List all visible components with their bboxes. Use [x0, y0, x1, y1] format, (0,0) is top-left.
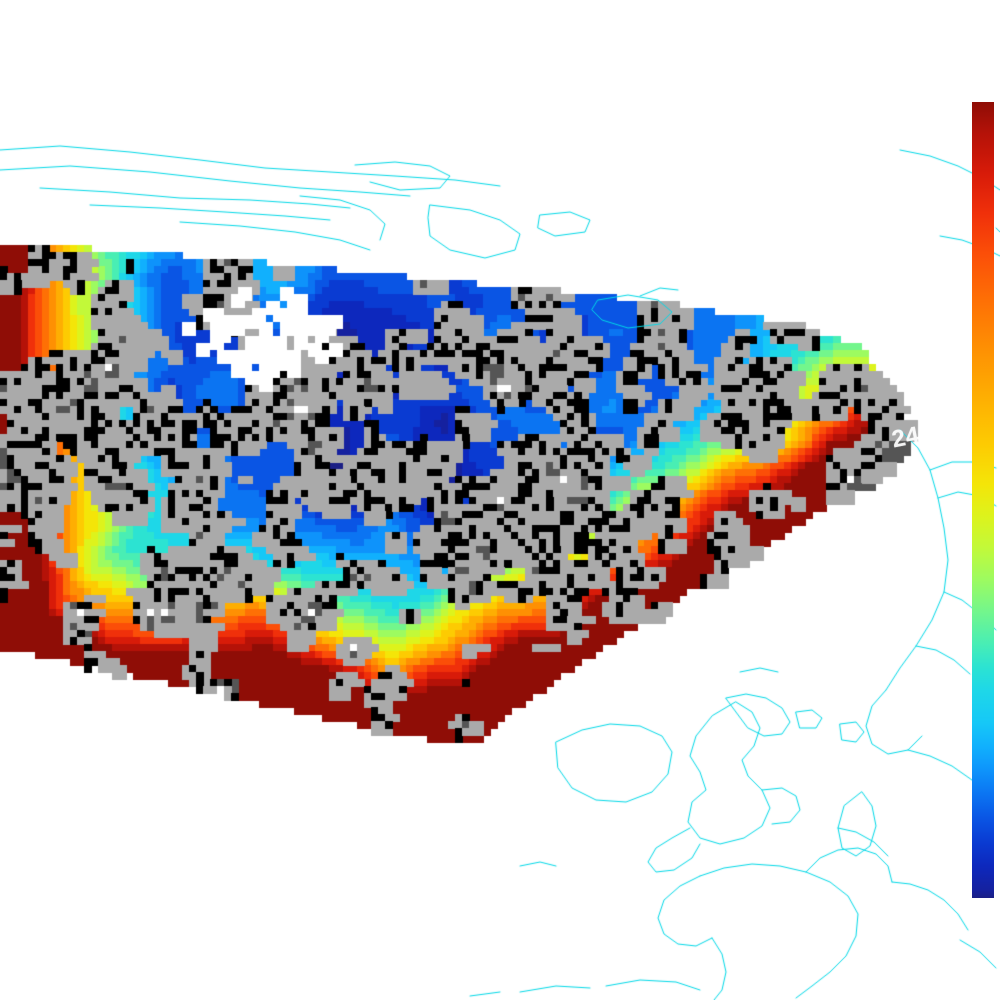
colorbar — [972, 102, 994, 898]
